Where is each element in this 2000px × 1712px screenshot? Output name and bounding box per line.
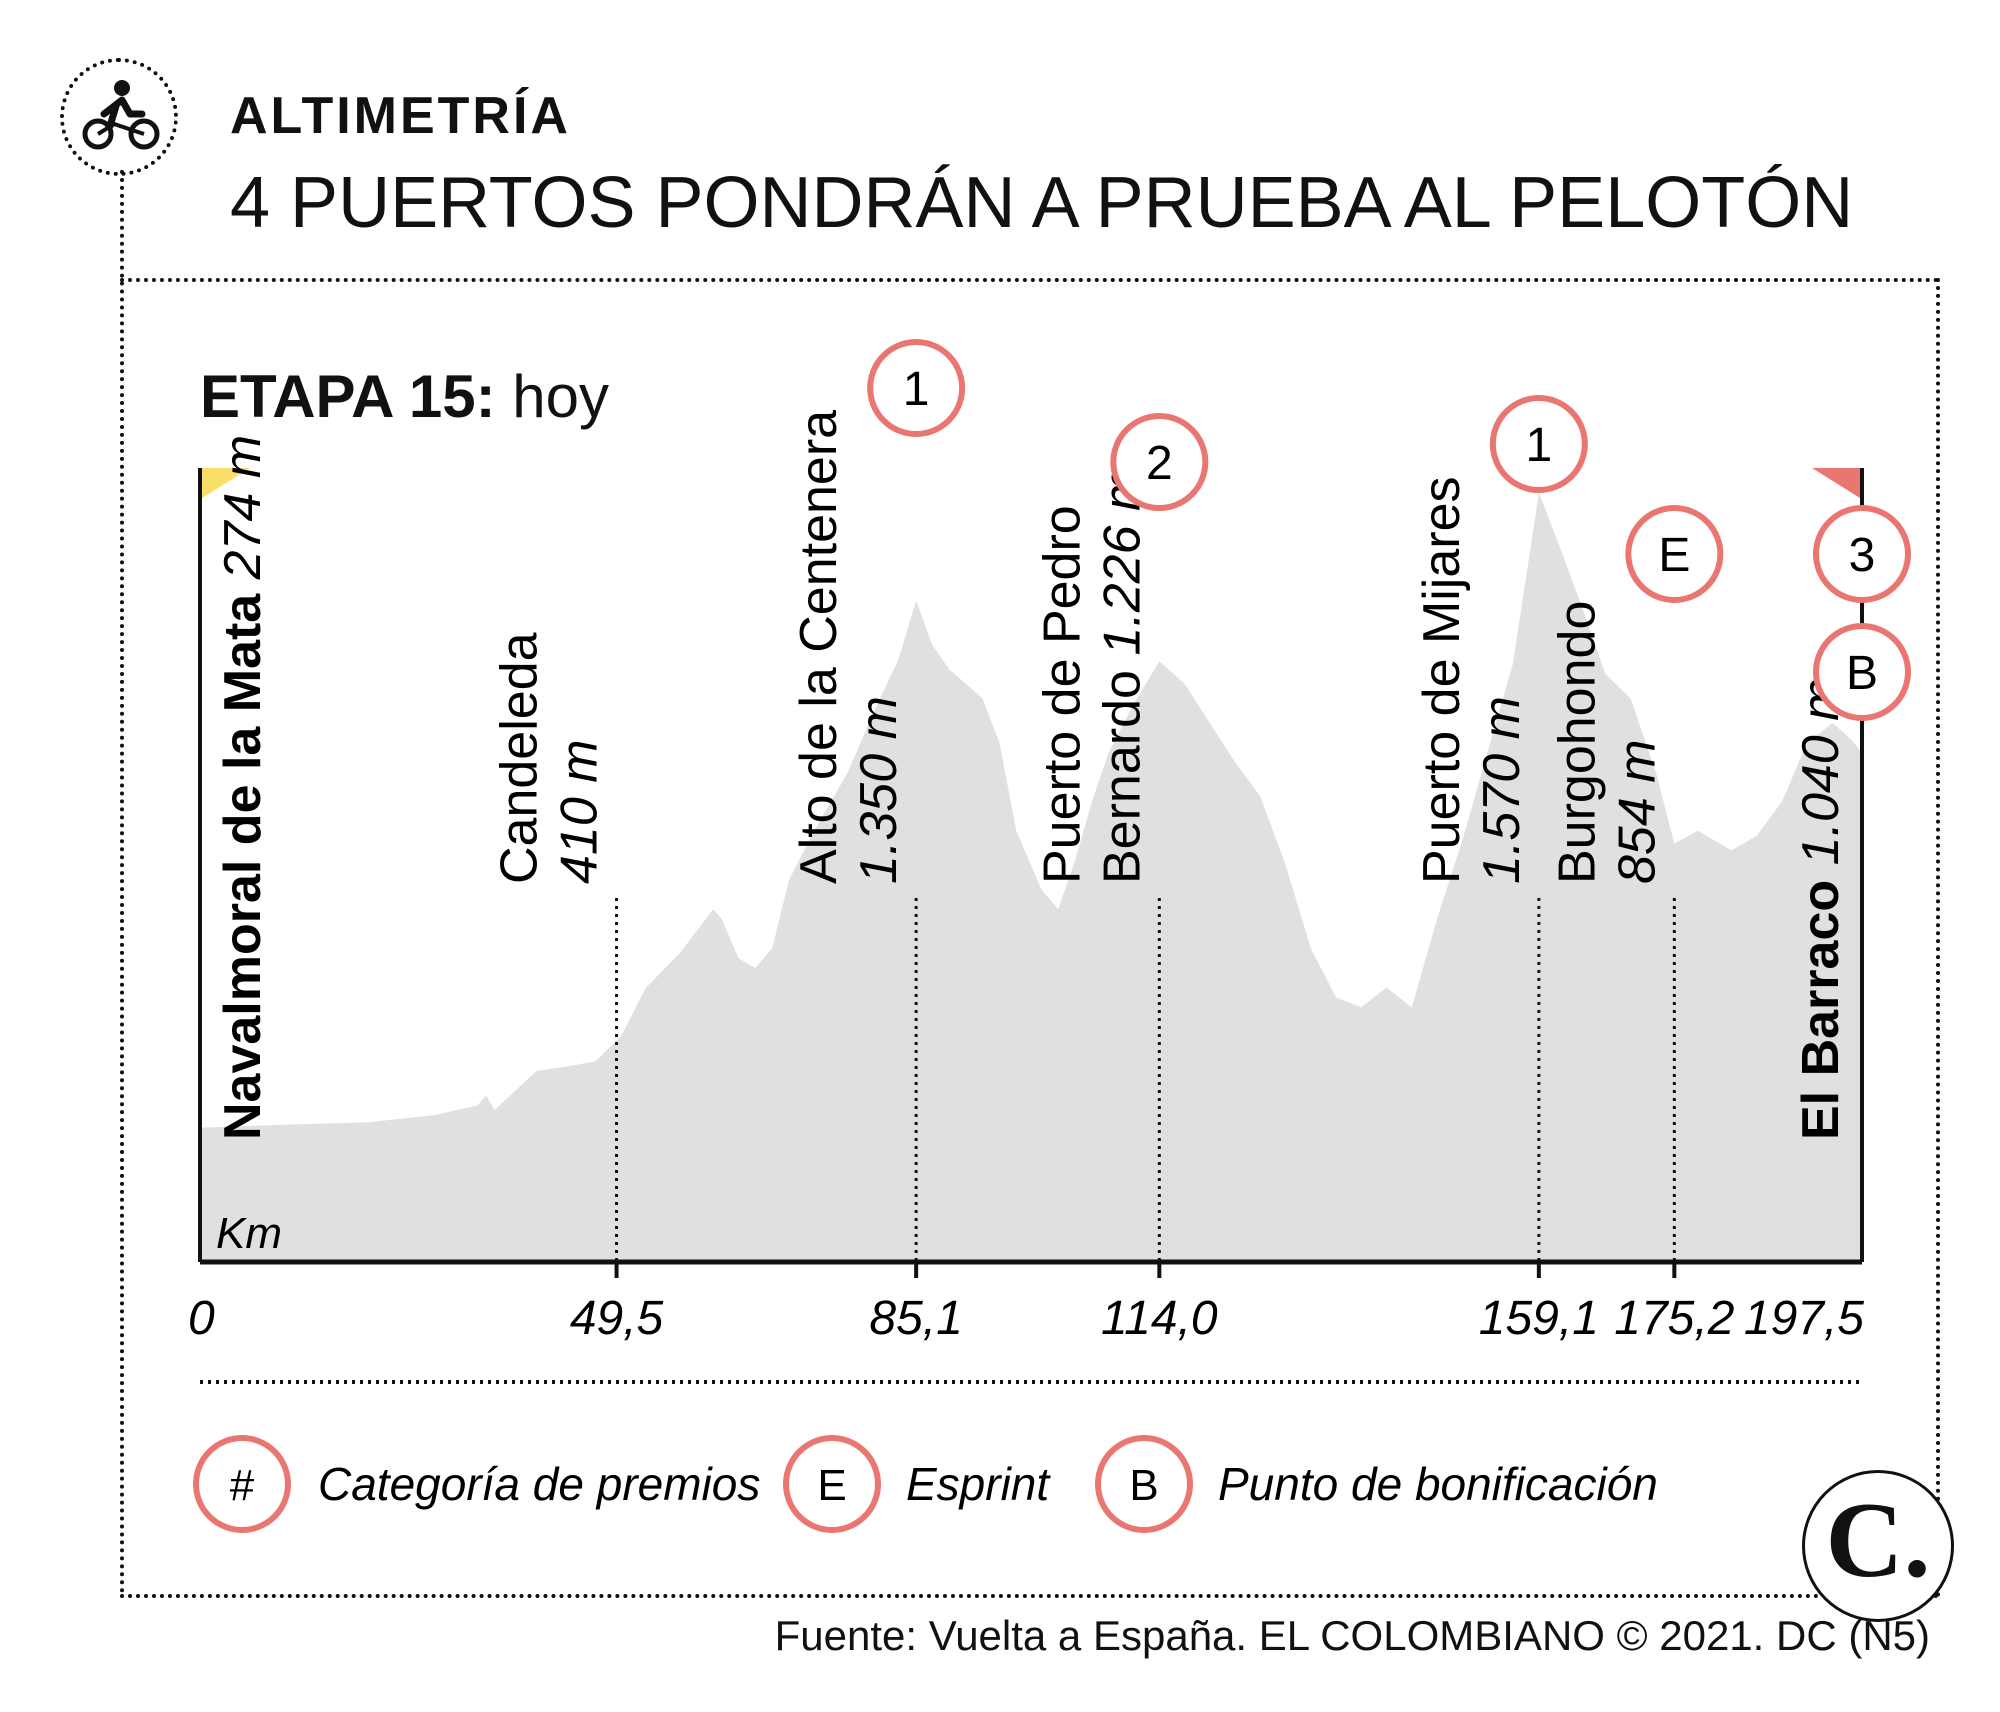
- category-badge: E: [1625, 505, 1724, 603]
- category-badge: B: [1813, 623, 1911, 721]
- x-tick-label: 197,5: [1744, 1292, 1864, 1345]
- place-label-group: Burgohondo 854 m: [1548, 601, 1666, 884]
- place-name: Burgohondo: [1548, 601, 1606, 884]
- place-name: Alto de la Centenera: [790, 410, 848, 884]
- badge-text: 1: [1526, 419, 1553, 472]
- x-tick-label: 114,0: [1101, 1292, 1218, 1345]
- el-colombiano-logo: C.: [1802, 1470, 1954, 1622]
- place-name: El Barraco 1.040 m: [1792, 678, 1850, 1140]
- x-tick-label: 175,2: [1614, 1292, 1734, 1345]
- place-altitude: 1.570 m: [1473, 696, 1531, 884]
- place-altitude: 854 m: [1608, 739, 1666, 884]
- place-name: Candeleda: [491, 632, 549, 884]
- category-badge: 3: [1813, 505, 1911, 603]
- kicker: ALTIMETRÍA: [230, 87, 571, 145]
- category-badge: 2: [1110, 413, 1209, 511]
- legend-symbol-text: #: [230, 1461, 255, 1510]
- badge-text: 3: [1849, 529, 1876, 582]
- legend-label: Esprint: [906, 1458, 1051, 1510]
- badge-text: 1: [903, 363, 930, 416]
- legend-symbol-text: E: [817, 1461, 846, 1510]
- badge-circle: [1813, 505, 1911, 603]
- place-label-group: Puerto de Pedro Bernardo 1.226 m: [1033, 468, 1151, 884]
- badge-circle: [1489, 395, 1588, 493]
- badge-text: B: [1846, 647, 1878, 700]
- legend-symbol-text: B: [1129, 1461, 1158, 1510]
- x-axis-label: Km: [216, 1209, 282, 1258]
- place-name-line2: Bernardo 1.226 m: [1093, 468, 1151, 884]
- badge-circle: [1625, 505, 1724, 603]
- legend-item: E Esprint: [783, 1435, 1051, 1533]
- badge-circle: [1110, 413, 1209, 511]
- stage-when: hoy: [512, 363, 610, 430]
- place-name: Puerto de Pedro: [1033, 505, 1091, 884]
- place-label-group: El Barraco 1.040 m: [1792, 678, 1850, 1140]
- stage-title: ETAPA 15: hoy: [200, 362, 609, 431]
- cyclist-icon: [60, 58, 178, 176]
- legend-label: Punto de bonificación: [1218, 1458, 1658, 1510]
- badge-text: 2: [1146, 437, 1173, 490]
- frame-left-line: [120, 170, 124, 1594]
- source-note: Fuente: Vuelta a España. EL COLOMBIANO ©…: [774, 1612, 1930, 1659]
- legend-item: B Punto de bonificación: [1095, 1435, 1658, 1533]
- badge-text: E: [1658, 529, 1690, 582]
- x-tick-label: 159,1: [1479, 1292, 1599, 1345]
- place-altitude: 410 m: [551, 739, 609, 884]
- category-badge: 1: [1489, 395, 1588, 493]
- badge-circle: [1813, 623, 1911, 721]
- legend-item: # Categoría de premios: [193, 1435, 760, 1533]
- elevation-profile-area: [200, 492, 1862, 1262]
- category-badge: 1: [867, 339, 966, 437]
- place-name: Puerto de Mijares: [1413, 476, 1471, 884]
- place-altitude: 1.350 m: [850, 696, 908, 884]
- place-label-group: Alto de la Centenera 1.350 m: [790, 410, 908, 884]
- legend-symbol: [1095, 1435, 1193, 1533]
- place-label-group: Candeleda 410 m: [491, 632, 609, 884]
- stage-label: ETAPA 15:: [200, 363, 496, 430]
- logo-text: C.: [1825, 1481, 1931, 1600]
- x-tick-label: 0: [188, 1292, 215, 1345]
- place-name-bold: Navalmoral de la Mata: [214, 579, 272, 1140]
- x-tick-label: 85,1: [869, 1292, 962, 1345]
- chart-frame: [120, 278, 1940, 1598]
- place-label-group: Puerto de Mijares 1.570 m: [1413, 476, 1531, 884]
- start-flag-icon: [202, 468, 250, 498]
- place-name: Navalmoral de la Mata 274 m: [214, 435, 272, 1140]
- badge-circle: [867, 339, 966, 437]
- legend-symbol: [783, 1435, 881, 1533]
- page-title: 4 PUERTOS PONDRÁN A PRUEBA AL PELOTÓN: [230, 163, 1854, 243]
- place-altitude: 274 m: [214, 435, 272, 581]
- legend-symbol: [193, 1435, 291, 1533]
- place-label-group: Navalmoral de la Mata 274 m: [214, 435, 272, 1140]
- x-tick-label: 49,5: [570, 1292, 664, 1345]
- legend-label: Categoría de premios: [318, 1458, 760, 1510]
- place-name-bold: El Barraco: [1792, 865, 1850, 1140]
- finish-flag-icon: [1812, 468, 1860, 498]
